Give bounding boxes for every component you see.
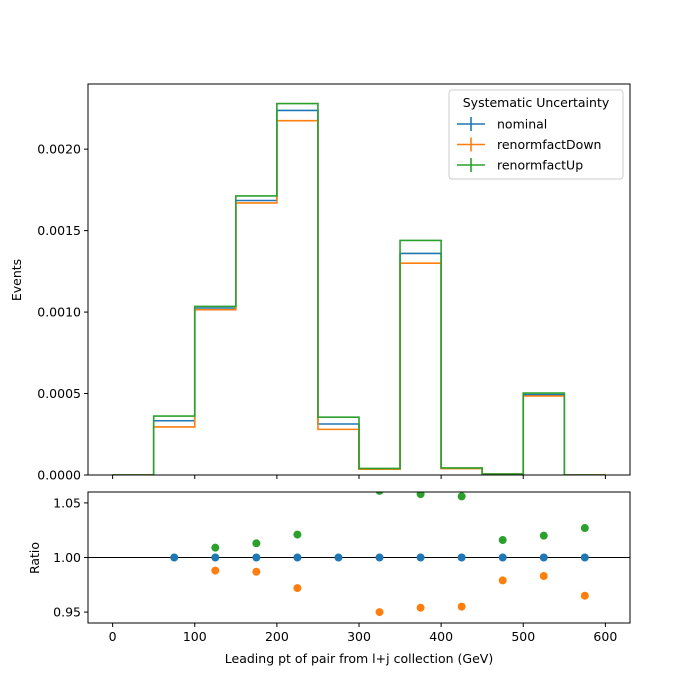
ratio-point — [211, 543, 220, 552]
ratio-x-tick-label: 400 — [429, 629, 453, 644]
legend-item-renormfactUp: renormfactUp — [457, 158, 583, 173]
ratio-x-tick-label: 100 — [183, 629, 207, 644]
ratio-point — [293, 584, 302, 593]
legend-items: nominal renormfactDown renormfactUp — [457, 117, 601, 173]
ratio-point — [211, 553, 220, 562]
main-y-tick-label: 0.0015 — [37, 223, 81, 238]
ratio-point — [416, 603, 425, 612]
main-y-axis-label: Events — [9, 259, 24, 301]
legend-label: renormfactDown — [497, 137, 601, 152]
legend-box — [448, 89, 624, 180]
ratio-panel: 0.95 1.00 1.05 0 100 200 300 400 500 600 Ratio L… — [27, 491, 631, 666]
ratio-x-tick-label: 200 — [265, 629, 289, 644]
ratio-point — [539, 572, 548, 581]
ratio-y-tick-label: 1.05 — [53, 495, 81, 510]
ratio-point — [498, 576, 507, 585]
ratio-point — [416, 492, 425, 499]
ratio-point — [293, 530, 302, 539]
main-x-axis — [112, 475, 606, 479]
ratio-point — [580, 591, 589, 600]
main-y-tick-label: 0.0005 — [37, 386, 81, 401]
x-axis-label: Leading pt of pair from l+j collection (… — [225, 651, 493, 666]
ratio-x-tick-label: 0 — [109, 629, 117, 644]
main-y-axis: 0.0000 0.0005 0.0010 0.0015 0.0020 — [37, 142, 88, 483]
ratio-x-tick-label: 500 — [511, 629, 535, 644]
ratio-point — [170, 553, 179, 562]
main-series-layer — [112, 102, 606, 475]
ratio-point — [457, 553, 466, 562]
ratio-series-nominal — [170, 553, 589, 562]
main-panel: 0.0000 0.0005 0.0010 0.0015 0.0020 Events — [9, 83, 631, 483]
legend-title: Systematic Uncertainty — [463, 95, 610, 110]
legend-item-renormfactDown: renormfactDown — [457, 137, 601, 152]
legend-item-nominal: nominal — [457, 117, 547, 132]
ratio-point — [334, 553, 343, 562]
ratio-y-axis-label: Ratio — [27, 542, 42, 574]
ratio-point — [375, 492, 384, 495]
main-y-tick-label: 0.0010 — [37, 305, 81, 320]
ratio-x-axis: 0 100 200 300 400 500 600 — [109, 623, 617, 644]
ratio-x-tick-label: 600 — [593, 629, 617, 644]
ratio-y-tick-label: 0.95 — [53, 605, 81, 620]
ratio-series-renormfactUp — [211, 492, 589, 552]
ratio-point — [375, 553, 384, 562]
ratio-point — [457, 602, 466, 611]
ratio-point — [539, 553, 548, 562]
ratio-point — [580, 524, 589, 533]
ratio-series-renormfactDown — [211, 566, 589, 617]
ratio-point — [293, 553, 302, 562]
ratio-point — [580, 553, 589, 562]
ratio-point — [498, 536, 507, 545]
ratio-point — [252, 539, 261, 548]
legend-label: renormfactUp — [497, 158, 583, 173]
ratio-point — [252, 553, 261, 562]
legend-label: nominal — [497, 117, 547, 132]
ratio-point — [416, 553, 425, 562]
ratio-x-tick-label: 300 — [347, 629, 371, 644]
ratio-y-axis: 0.95 1.00 1.05 — [53, 495, 88, 620]
main-y-tick-label: 0.0000 — [37, 468, 81, 483]
ratio-y-tick-label: 1.00 — [53, 550, 81, 565]
ratio-point — [375, 608, 384, 617]
step-line-renormfactUp — [112, 102, 606, 475]
ratio-series-layer — [88, 492, 630, 617]
ratio-point — [457, 492, 466, 501]
ratio-point — [252, 567, 261, 576]
ratio-point — [498, 553, 507, 562]
series-renormfactUp — [112, 102, 606, 475]
legend: Systematic Uncertainty nominal renormfact… — [448, 89, 624, 180]
ratio-point — [539, 531, 548, 540]
ratio-point — [211, 566, 220, 575]
main-y-tick-label: 0.0020 — [37, 142, 81, 157]
